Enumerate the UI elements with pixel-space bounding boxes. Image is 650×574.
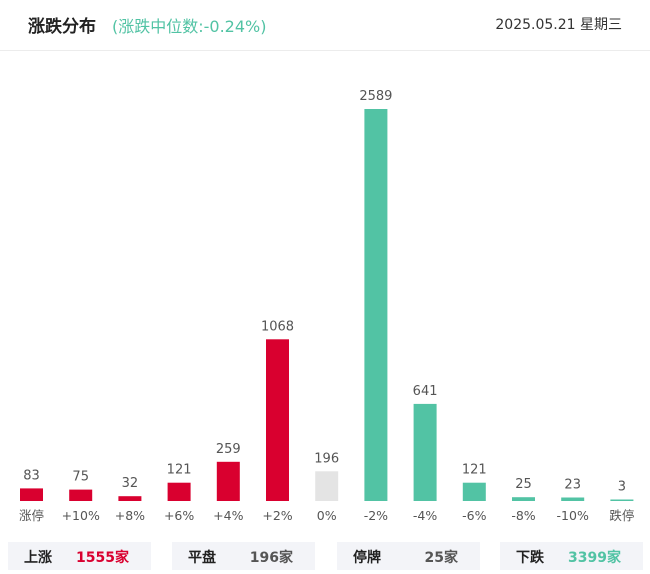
date-label: 2025.05.21 星期三 <box>495 17 622 33</box>
bar-value-label-9: 121 <box>462 463 487 478</box>
bar-value-label-6: 196 <box>314 451 339 466</box>
bar-3 <box>167 482 191 501</box>
summary-value-flat: 196家 <box>249 550 293 566</box>
bar-1 <box>69 489 93 501</box>
bar-value-label-10: 25 <box>515 477 532 492</box>
bar-2 <box>118 496 142 501</box>
category-label-8: -4% <box>413 508 437 523</box>
bar-0 <box>20 488 43 501</box>
bar-value-label-2: 32 <box>122 476 139 491</box>
category-label-2: +8% <box>115 508 145 523</box>
summary-card-up: 上涨 1555家 <box>8 542 151 570</box>
category-label-6: 0% <box>317 508 337 523</box>
summary-label-suspended: 停牌 <box>353 550 381 566</box>
bar-11 <box>561 497 585 501</box>
bar-value-label-5: 1068 <box>261 319 294 334</box>
summary-card-suspended: 停牌 25家 <box>337 542 480 570</box>
summary-card-flat: 平盘 196家 <box>172 542 315 570</box>
category-label-0: 涨停 <box>19 508 44 523</box>
bar-value-label-7: 2589 <box>359 89 392 104</box>
bar-8 <box>413 403 437 501</box>
summary-label-up: 上涨 <box>24 550 52 566</box>
category-label-5: +2% <box>262 508 292 523</box>
bar-6 <box>315 471 339 501</box>
category-label-12: 跌停 <box>609 508 634 523</box>
bar-value-label-12: 3 <box>618 480 626 495</box>
chart-header: 涨跌分布 (涨跌中位数:-0.24%) 2025.05.21 星期三 <box>0 0 650 51</box>
page-title: 涨跌分布 <box>28 17 96 37</box>
summary-value-suspended: 25家 <box>424 550 458 566</box>
bar-value-label-8: 641 <box>413 384 438 399</box>
category-label-9: -6% <box>462 508 486 523</box>
bar-9 <box>462 482 486 501</box>
summary-card-down: 下跌 3399家 <box>500 542 643 570</box>
category-label-3: +6% <box>164 508 194 523</box>
summary-label-flat: 平盘 <box>188 550 216 566</box>
category-label-1: +10% <box>62 508 100 523</box>
category-label-4: +4% <box>213 508 243 523</box>
bar-10 <box>512 497 535 501</box>
category-label-10: -8% <box>511 508 535 523</box>
distribution-bar-chart: 83 涨停 75 +10% 32 +8% 121 +6% 259 +4% 1068 +2% 196 0% 2… <box>19 89 634 523</box>
bar-7 <box>364 109 388 501</box>
bar-value-label-0: 83 <box>23 468 40 483</box>
bar-value-label-1: 75 <box>72 470 89 485</box>
bar-value-label-4: 259 <box>216 442 241 457</box>
bar-value-label-11: 23 <box>564 478 581 493</box>
bar-5 <box>266 339 289 501</box>
bar-4 <box>216 461 240 501</box>
category-label-7: -2% <box>364 508 388 523</box>
bar-12 <box>610 499 634 501</box>
summary-value-down: 3399家 <box>568 550 621 566</box>
median-change-subtitle: (涨跌中位数:-0.24%) <box>112 17 267 36</box>
summary-bar: 上涨 1555家 平盘 196家 停牌 25家 下跌 3399家 <box>0 538 650 574</box>
bar-value-label-3: 121 <box>167 463 192 478</box>
summary-label-down: 下跌 <box>516 550 544 566</box>
category-label-11: -10% <box>557 508 589 523</box>
summary-value-up: 1555家 <box>76 550 129 566</box>
